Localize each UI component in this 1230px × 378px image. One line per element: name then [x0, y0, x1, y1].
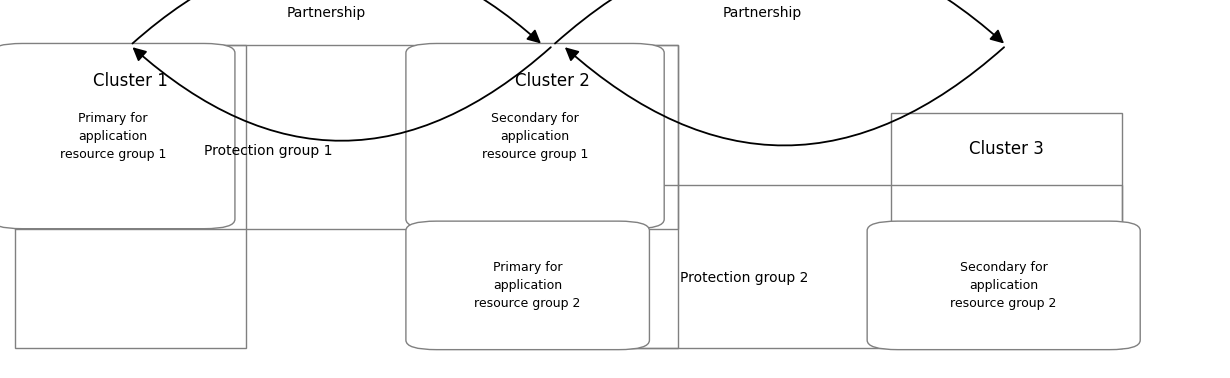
FancyBboxPatch shape: [406, 221, 649, 350]
FancyBboxPatch shape: [891, 113, 1122, 348]
Text: Secondary for
application
resource group 2: Secondary for application resource group…: [951, 261, 1057, 310]
Text: Primary for
application
resource group 1: Primary for application resource group 1: [60, 112, 166, 161]
Text: Protection group 1: Protection group 1: [204, 144, 332, 158]
FancyBboxPatch shape: [867, 221, 1140, 350]
Text: Cluster 1: Cluster 1: [93, 72, 167, 90]
FancyBboxPatch shape: [0, 43, 235, 229]
Text: Secondary for
application
resource group 1: Secondary for application resource group…: [482, 112, 588, 161]
Text: Protection group 2: Protection group 2: [680, 271, 808, 285]
Text: Cluster 2: Cluster 2: [515, 72, 590, 90]
FancyBboxPatch shape: [15, 45, 246, 348]
Text: Partnership: Partnership: [287, 6, 365, 20]
Text: Partnership: Partnership: [723, 6, 802, 20]
Text: Cluster 3: Cluster 3: [969, 140, 1043, 158]
FancyBboxPatch shape: [428, 45, 678, 348]
FancyBboxPatch shape: [406, 43, 664, 229]
Text: Primary for
application
resource group 2: Primary for application resource group 2: [475, 261, 581, 310]
